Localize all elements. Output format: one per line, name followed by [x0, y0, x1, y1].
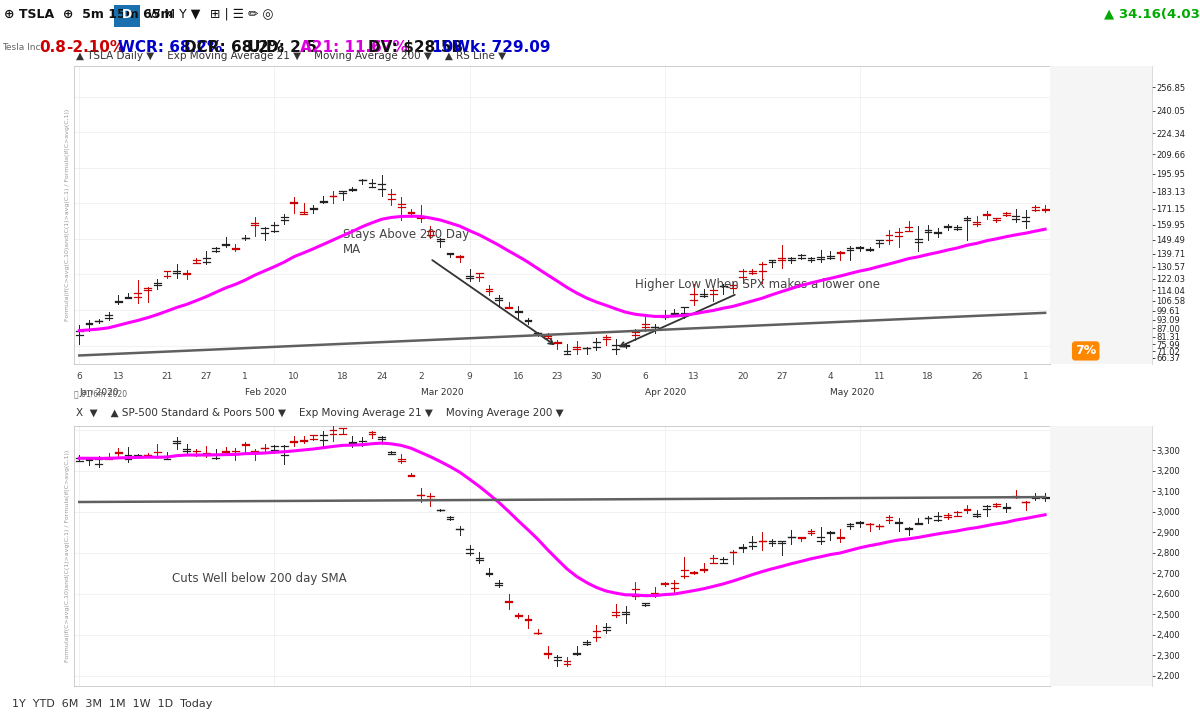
Text: WCR: 68.2%: WCR: 68.2% [118, 40, 222, 55]
Text: 6: 6 [642, 372, 648, 381]
Text: DV: $28.5B: DV: $28.5B [368, 40, 463, 55]
Text: 1: 1 [1022, 372, 1028, 381]
Text: D: D [122, 7, 132, 20]
Text: U/D: 2.5: U/D: 2.5 [248, 40, 318, 55]
Text: 16: 16 [512, 372, 524, 381]
Text: 13: 13 [688, 372, 700, 381]
Text: 24: 24 [376, 372, 388, 381]
Text: 23: 23 [552, 372, 563, 381]
Text: Mar 2020: Mar 2020 [421, 387, 463, 397]
Text: Formula(if(C>avg(C,10)and(C(1)>avg(C,1) / Formula(if(C>avg(C,1)): Formula(if(C>avg(C,10)and(C(1)>avg(C,1) … [65, 450, 70, 662]
Text: 30: 30 [590, 372, 602, 381]
Text: 1Y  YTD  6M  3M  1M  1W  1D  Today: 1Y YTD 6M 3M 1M 1W 1D Today [12, 699, 212, 709]
Text: ⊕ TSLA  ⊕  5m 15m 65m: ⊕ TSLA ⊕ 5m 15m 65m [4, 7, 182, 20]
Text: ▲ 34.16(4.03%): ▲ 34.16(4.03%) [1104, 7, 1200, 20]
Text: 11: 11 [874, 372, 886, 381]
Text: 0.8: 0.8 [40, 40, 66, 55]
Text: ⬛ 01/6m 2020: ⬛ 01/6m 2020 [74, 389, 127, 398]
Text: 18: 18 [923, 372, 934, 381]
Text: DCR: 68.2%: DCR: 68.2% [184, 40, 283, 55]
Text: Tesla Inc: Tesla Inc [2, 43, 41, 52]
Text: 27: 27 [200, 372, 211, 381]
Text: 26: 26 [971, 372, 983, 381]
Text: W M Y ▼: W M Y ▼ [144, 7, 200, 20]
Text: Higher Low When SPX makes a lower one: Higher Low When SPX makes a lower one [620, 278, 881, 347]
Text: May 2020: May 2020 [830, 387, 875, 397]
Text: 2: 2 [418, 372, 424, 381]
Text: 7%: 7% [1075, 344, 1097, 357]
Text: Feb 2020: Feb 2020 [245, 387, 287, 397]
Text: 6: 6 [77, 372, 82, 381]
Text: 4: 4 [828, 372, 833, 381]
Text: Cuts Well below 200 day SMA: Cuts Well below 200 day SMA [172, 571, 347, 585]
Text: 20: 20 [737, 372, 749, 381]
Text: Jan 2020: Jan 2020 [79, 387, 119, 397]
Text: 13: 13 [113, 372, 124, 381]
Text: Apr 2020: Apr 2020 [646, 387, 686, 397]
Text: 9: 9 [467, 372, 473, 381]
Text: 10Wk: 729.09: 10Wk: 729.09 [432, 40, 551, 55]
Text: 27: 27 [776, 372, 787, 381]
Text: 18: 18 [337, 372, 348, 381]
Text: X  ▼    ▲ SP-500 Standard & Poors 500 ▼    Exp Moving Average 21 ▼    Moving Ave: X ▼ ▲ SP-500 Standard & Poors 500 ▼ Exp … [77, 408, 564, 418]
Text: -2.10%: -2.10% [66, 40, 125, 55]
Text: Stays Above 200 Day
MA: Stays Above 200 Day MA [343, 228, 553, 344]
Text: 21: 21 [161, 372, 173, 381]
Text: Formula(if(C>avg(C,10)and(C(1)>avg(C,1) / Formula(if(C>avg(C,1)): Formula(if(C>avg(C,10)and(C(1)>avg(C,1) … [65, 108, 70, 321]
Text: 1: 1 [242, 372, 248, 381]
Text: ▲ TSLA Daily ▼    Exp Moving Average 21 ▼    Moving Average 200 ▼    ▲ RS Line ▼: ▲ TSLA Daily ▼ Exp Moving Average 21 ▼ M… [77, 51, 506, 61]
Text: A21: 11.67%: A21: 11.67% [300, 40, 408, 55]
Text: 10: 10 [288, 372, 300, 381]
Bar [114, 4, 140, 27]
Text: ⊞ | ☰ ✏ ◎: ⊞ | ☰ ✏ ◎ [210, 7, 274, 20]
